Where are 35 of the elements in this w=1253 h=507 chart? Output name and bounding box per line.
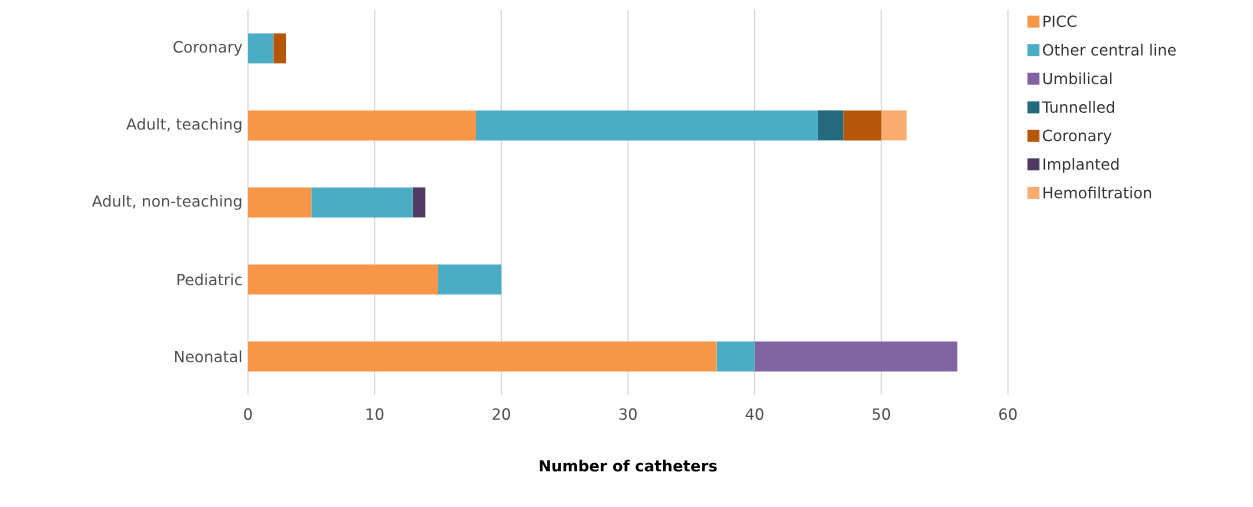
x-tick-label: 60	[999, 408, 1017, 420]
bar	[475, 110, 818, 141]
legend-label: PICC	[1043, 15, 1077, 28]
x-tick-label: 30	[619, 408, 637, 420]
legend-label: Hemofiltration	[1043, 186, 1152, 199]
legend-label: Implanted	[1043, 158, 1119, 173]
x-tick-label: 10	[366, 408, 384, 420]
legend-label: Other central line	[1042, 43, 1176, 56]
bar	[843, 110, 882, 141]
y-tick-label: Adult, teaching	[126, 118, 242, 133]
bar	[817, 110, 844, 141]
x-axis-title: Number of catheters	[539, 459, 717, 472]
bar	[437, 264, 502, 295]
bar	[247, 264, 438, 295]
bar	[247, 341, 717, 372]
bar	[311, 187, 413, 218]
bar	[881, 110, 907, 141]
legend-label: Umbilical	[1043, 72, 1112, 85]
x-tick-label: 40	[745, 408, 764, 420]
x-tick-label: 20	[492, 408, 511, 420]
y-tick-label: Neonatal	[175, 350, 242, 363]
bar	[273, 33, 286, 64]
bar	[247, 187, 312, 218]
legend-label: Tunnelled	[1042, 101, 1115, 113]
x-tick-label: 50	[872, 408, 891, 420]
bar	[716, 341, 755, 372]
y-tick-label: Coronary	[173, 41, 243, 56]
bar	[247, 110, 476, 141]
x-tick-label: 0	[244, 408, 252, 420]
bar	[247, 33, 274, 64]
bar	[412, 187, 426, 218]
y-tick-label: Adult, non-teaching	[92, 195, 242, 210]
legend-label: Coronary	[1042, 129, 1112, 145]
bar	[754, 341, 958, 372]
y-tick-label: Pediatric	[177, 273, 242, 286]
